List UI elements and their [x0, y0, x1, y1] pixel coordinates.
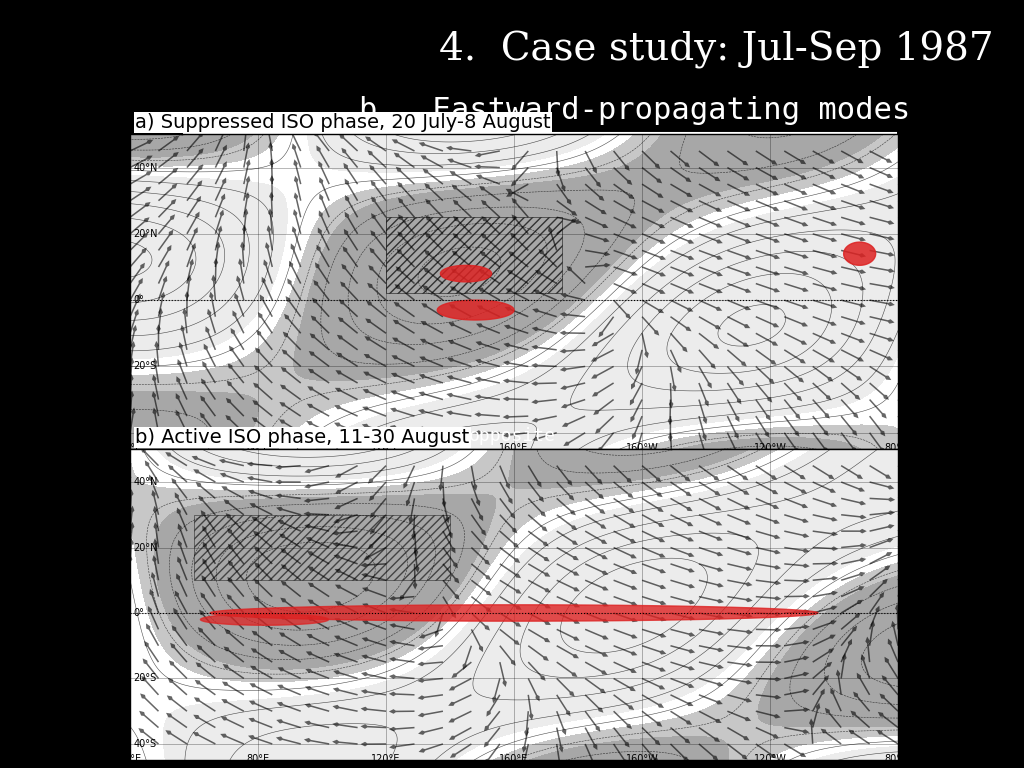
Text: 0°: 0°: [133, 608, 144, 618]
Text: 80°E: 80°E: [247, 442, 269, 452]
Text: 40°N: 40°N: [133, 477, 158, 487]
Text: 40°N: 40°N: [133, 163, 158, 173]
Text: opposite: opposite: [469, 427, 555, 445]
Text: 120°W: 120°W: [754, 442, 786, 452]
Text: 20°N: 20°N: [133, 542, 158, 552]
Polygon shape: [201, 614, 329, 625]
Polygon shape: [210, 605, 818, 621]
Text: 4.  Case study: Jul-Sep 1987: 4. Case study: Jul-Sep 1987: [438, 31, 993, 68]
Text: 40°E: 40°E: [119, 442, 141, 452]
Text: 40°S: 40°S: [133, 739, 157, 749]
Text: 160°E: 160°E: [500, 442, 528, 452]
Text: 0°: 0°: [133, 295, 144, 305]
Text: 160°W: 160°W: [626, 442, 658, 452]
Text: b) Active ISO phase, 11-30 August: b) Active ISO phase, 11-30 August: [135, 428, 469, 447]
Text: 120°W: 120°W: [754, 753, 786, 763]
Polygon shape: [440, 265, 492, 282]
Text: 160°E: 160°E: [500, 753, 528, 763]
Text: a) Suppressed ISO phase, 20 July-8 August: a) Suppressed ISO phase, 20 July-8 Augus…: [135, 113, 551, 132]
Text: 80°W: 80°W: [885, 753, 911, 763]
Text: 20°S: 20°S: [133, 362, 157, 372]
Text: 40°S: 40°S: [133, 428, 157, 438]
Text: 40°E: 40°E: [119, 753, 141, 763]
Text: 80°E: 80°E: [247, 753, 269, 763]
Text: 120°E: 120°E: [372, 442, 400, 452]
Text: 160°W: 160°W: [626, 753, 658, 763]
Text: 20°N: 20°N: [133, 229, 158, 239]
Text: b.  Eastward-propagating modes: b. Eastward-propagating modes: [359, 96, 910, 125]
Polygon shape: [844, 242, 876, 265]
Text: 20°S: 20°S: [133, 674, 157, 684]
Polygon shape: [437, 300, 514, 320]
Text: 120°E: 120°E: [372, 753, 400, 763]
Text: 80°W: 80°W: [885, 442, 911, 452]
